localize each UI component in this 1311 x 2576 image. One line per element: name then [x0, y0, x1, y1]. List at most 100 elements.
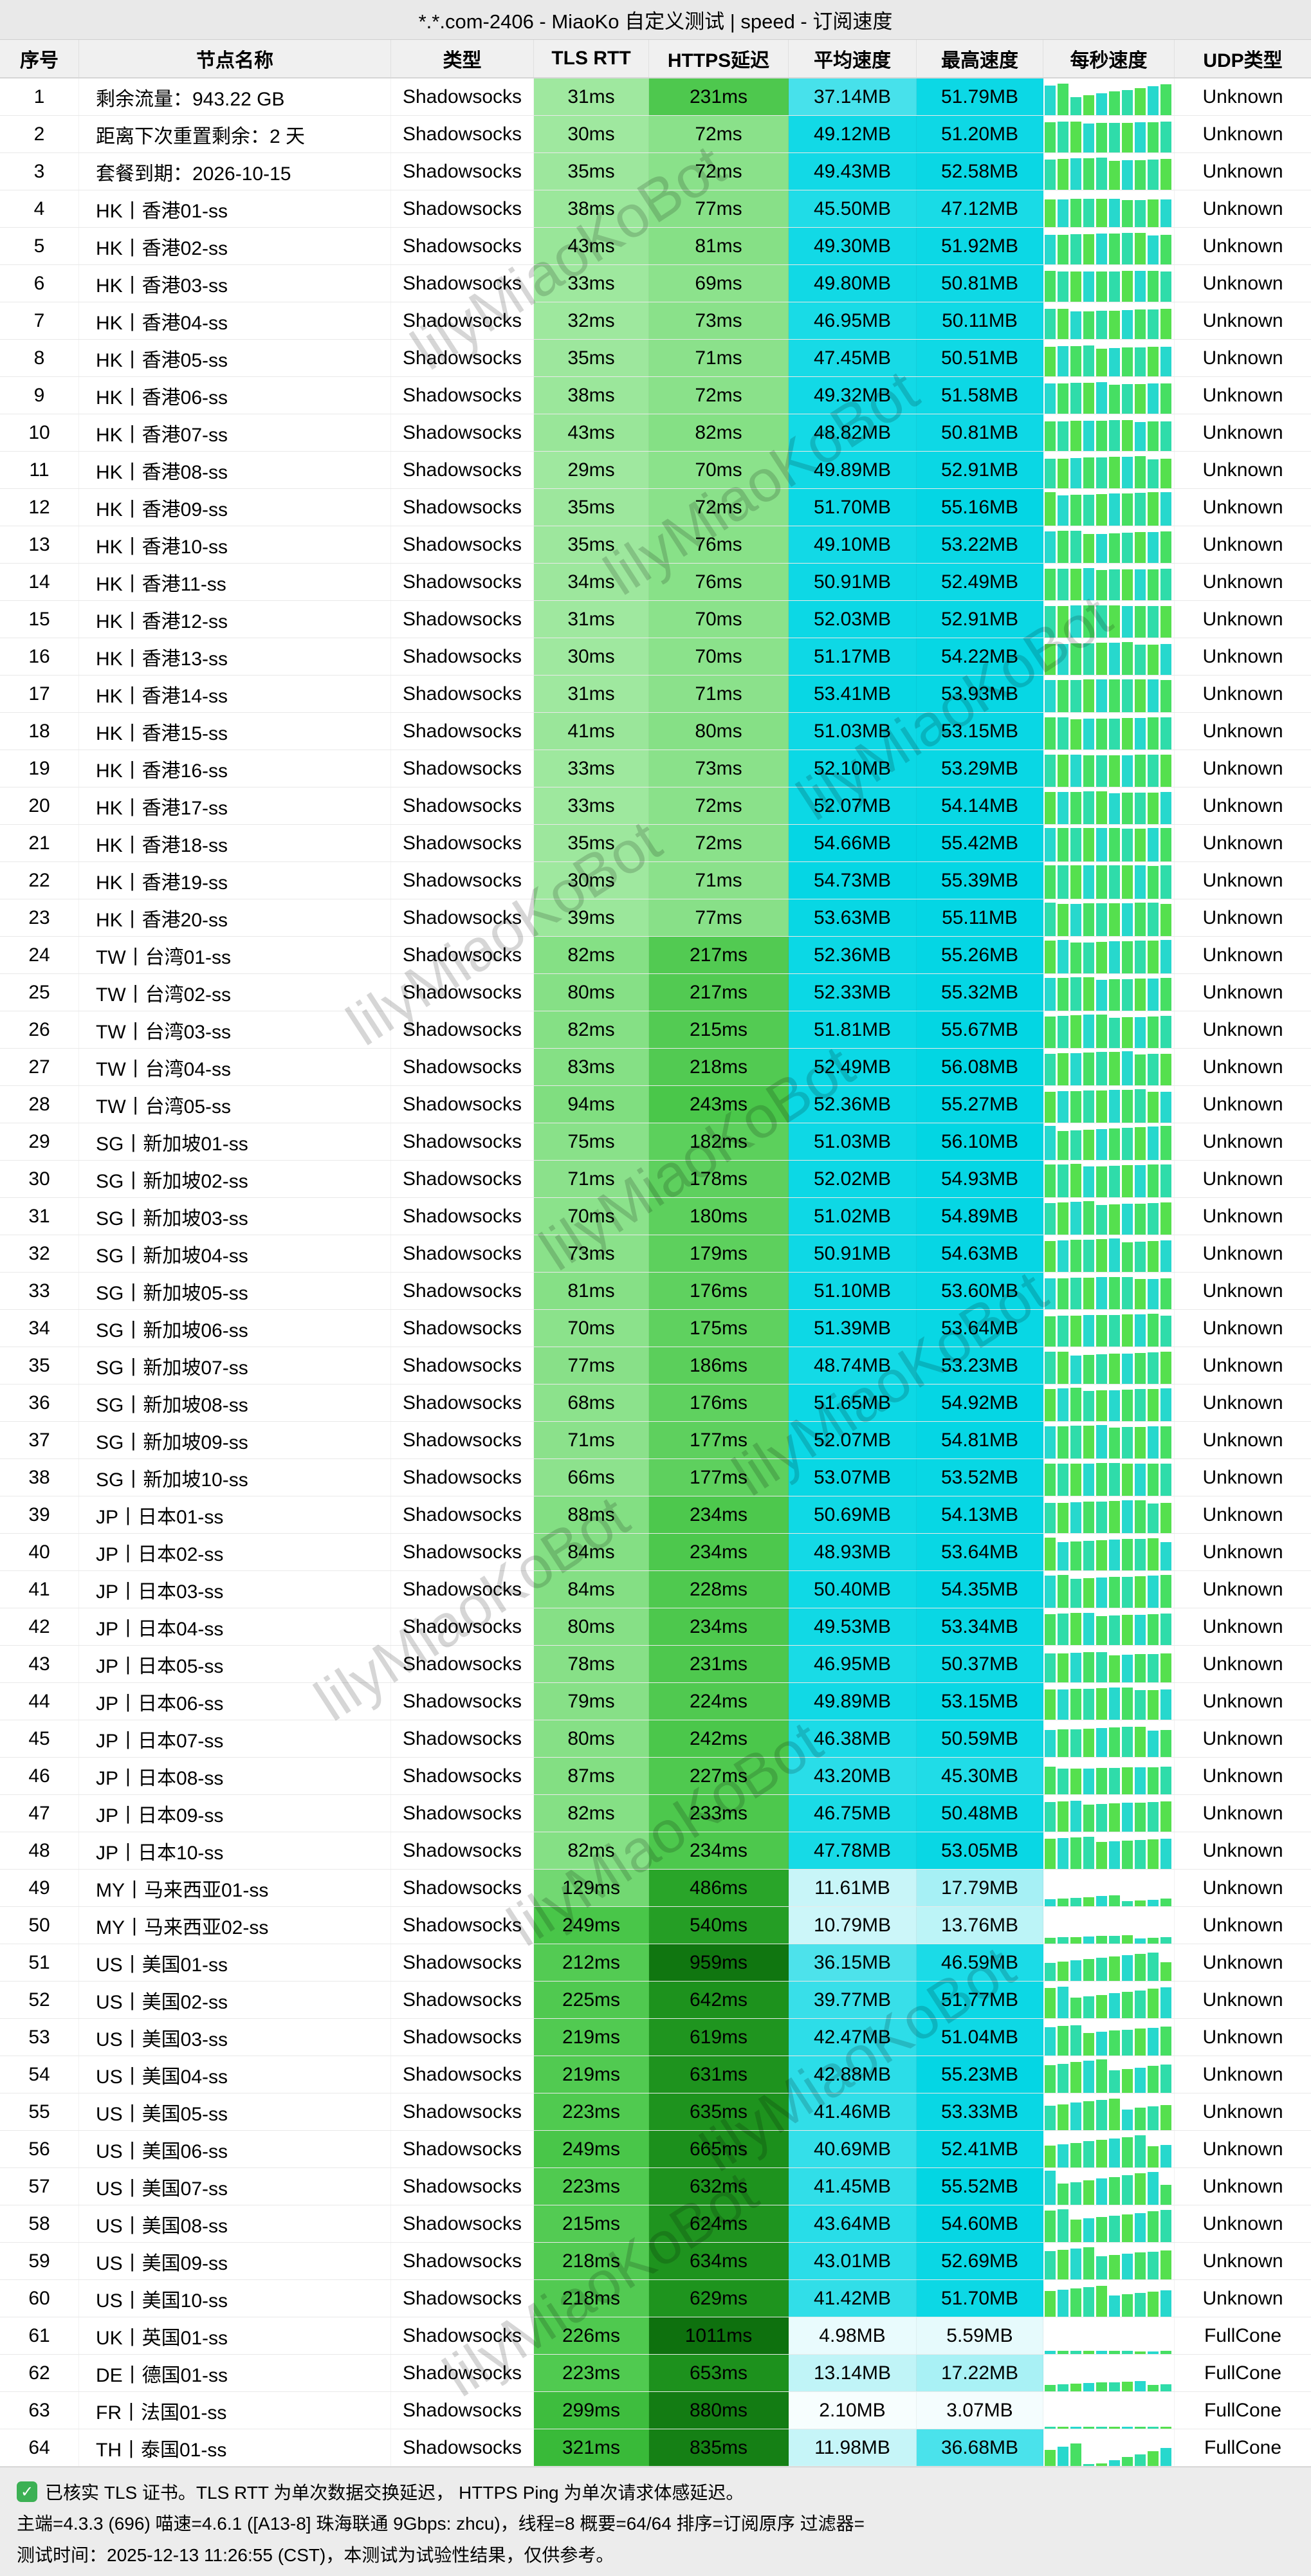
speed-bar: [1045, 1988, 1056, 2018]
cell-udp-type: Unknown: [1202, 198, 1283, 219]
speed-bar: [1109, 493, 1120, 526]
cell-avg-speed: 51.02MB: [789, 1198, 917, 1235]
cell-max-speed: 52.91MB: [917, 601, 1043, 638]
speed-bar: [1096, 1841, 1107, 1869]
speed-bar: [1083, 2286, 1094, 2317]
cell-node-name: HK丨香港07-ss: [79, 414, 391, 451]
cell-avg-speed: 52.49MB: [789, 1049, 917, 1085]
speed-bar: [1045, 644, 1056, 675]
cell-node-name: JP丨日本06-ss: [79, 1683, 391, 1720]
cell-udp-type: Unknown: [1202, 608, 1283, 630]
cell-max-speed: 47.12MB: [917, 190, 1043, 227]
speed-bar: [1083, 234, 1094, 264]
cell-speed-bars: [1043, 1422, 1175, 1458]
table-row: 12 HK丨香港09-ss Shadowsocks 35ms 72ms 51.70MB 55…: [0, 489, 1311, 526]
speed-bar: [1058, 2104, 1068, 2130]
speed-bar: [1070, 458, 1081, 488]
speed-bar: [1045, 1839, 1056, 1869]
speed-bar: [1070, 1202, 1081, 1235]
cell-tls-rtt: 249ms: [534, 2131, 649, 2167]
cell-udp-type: Unknown: [1202, 2287, 1283, 2309]
cell-node-name: JP丨日本10-ss: [79, 1832, 391, 1869]
cell-max-speed: 55.67MB: [917, 1011, 1043, 1048]
speed-bar: [1058, 1689, 1068, 1720]
cell-node-name: MY丨马来西亚01-ss: [79, 1870, 391, 1906]
speed-bar: [1160, 383, 1171, 414]
cell-tls-rtt: 31ms: [534, 78, 649, 115]
speed-bar: [1096, 1052, 1107, 1085]
speed-bar: [1083, 123, 1094, 152]
speed-bar: [1070, 1897, 1081, 1906]
cell-speed-bars: [1043, 787, 1175, 824]
cell-udp-type: Unknown: [1202, 1989, 1283, 2010]
speed-bar: [1096, 1540, 1107, 1570]
cell-tls-rtt: 71ms: [534, 1422, 649, 1458]
cell-tls-rtt: 30ms: [534, 116, 649, 152]
cell-speed-bars: [1043, 1683, 1175, 1720]
cell-index: 40: [0, 1534, 79, 1570]
cell-max-speed: 50.37MB: [917, 1646, 1043, 1682]
cell-node-name: MY丨马来西亚02-ss: [79, 1907, 391, 1944]
speed-bar: [1109, 1390, 1120, 1421]
cell-https-latency: 179ms: [649, 1235, 789, 1272]
speed-bar: [1135, 199, 1146, 227]
speed-bar: [1058, 939, 1068, 973]
speed-bar: [1135, 1576, 1146, 1608]
speed-bar: [1148, 1767, 1159, 1794]
speed-bar: [1058, 2184, 1068, 2205]
speed-bar: [1083, 827, 1094, 861]
speed-bar: [1135, 1089, 1146, 1123]
speed-bar: [1135, 1690, 1146, 1720]
cell-index: 18: [0, 713, 79, 750]
table-row: 13 HK丨香港10-ss Shadowsocks 35ms 76ms 49.10MB 53…: [0, 526, 1311, 564]
speed-bar: [1045, 2211, 1056, 2242]
speed-bar: [1122, 569, 1133, 600]
speed-bar: [1122, 903, 1133, 936]
cell-max-speed: 53.23MB: [917, 1347, 1043, 1384]
speed-bar: [1096, 1204, 1107, 1235]
speed-bar: [1148, 159, 1159, 190]
speed-bar: [1122, 1576, 1133, 1608]
speed-bar: [1109, 1727, 1120, 1757]
cell-avg-speed: 50.69MB: [789, 1496, 917, 1533]
cell-tls-rtt: 43ms: [534, 228, 649, 264]
speed-bar: [1070, 679, 1081, 712]
cell-speed-bars: [1043, 2168, 1175, 2205]
speed-bar: [1109, 384, 1120, 414]
speed-bar: [1148, 1092, 1159, 1123]
speed-bar: [1070, 2062, 1081, 2093]
speed-bar: [1058, 903, 1068, 936]
speed-bar: [1135, 1839, 1146, 1869]
cell-https-latency: 227ms: [649, 1758, 789, 1794]
speed-bar: [1148, 1653, 1159, 1682]
speed-bar: [1148, 2066, 1159, 2093]
table-row: 41 JP丨日本03-ss Shadowsocks 84ms 228ms 50.40MB 5…: [0, 1571, 1311, 1608]
cell-tls-rtt: 88ms: [534, 1496, 649, 1533]
speed-bar: [1122, 2214, 1133, 2242]
cell-index: 7: [0, 302, 79, 339]
speed-bar: [1096, 2059, 1107, 2093]
speed-bar: [1045, 2351, 1056, 2354]
table-row: 58 US丨美国08-ss Shadowsocks 215ms 624ms 43.64MB…: [0, 2205, 1311, 2243]
cell-speed-bars: [1043, 1086, 1175, 1123]
speed-bar: [1083, 158, 1094, 190]
footer: ✓ 已核实 TLS 证书。TLS RTT 为单次数据交换延迟， HTTPS Pi…: [0, 2467, 1311, 2576]
speed-bar: [1083, 345, 1094, 376]
speed-bar: [1083, 605, 1094, 638]
cell-https-latency: 629ms: [649, 2280, 789, 2317]
cell-type: Shadowsocks: [391, 1907, 534, 1944]
cell-udp-type: Unknown: [1202, 1765, 1283, 1787]
speed-bar: [1083, 1502, 1094, 1533]
cell-index: 24: [0, 937, 79, 973]
speed-bar: [1096, 2382, 1107, 2391]
cell-https-latency: 635ms: [649, 2093, 789, 2130]
cell-type: Shadowsocks: [391, 899, 534, 936]
speed-bar: [1083, 755, 1094, 787]
speed-bar: [1160, 1689, 1171, 1720]
speed-bar: [1045, 1538, 1056, 1570]
speed-bar: [1135, 1726, 1146, 1757]
speed-bar: [1148, 1278, 1159, 1309]
cell-udp-type: Unknown: [1202, 86, 1283, 107]
cell-index: 38: [0, 1459, 79, 1496]
speed-bar: [1135, 421, 1146, 451]
